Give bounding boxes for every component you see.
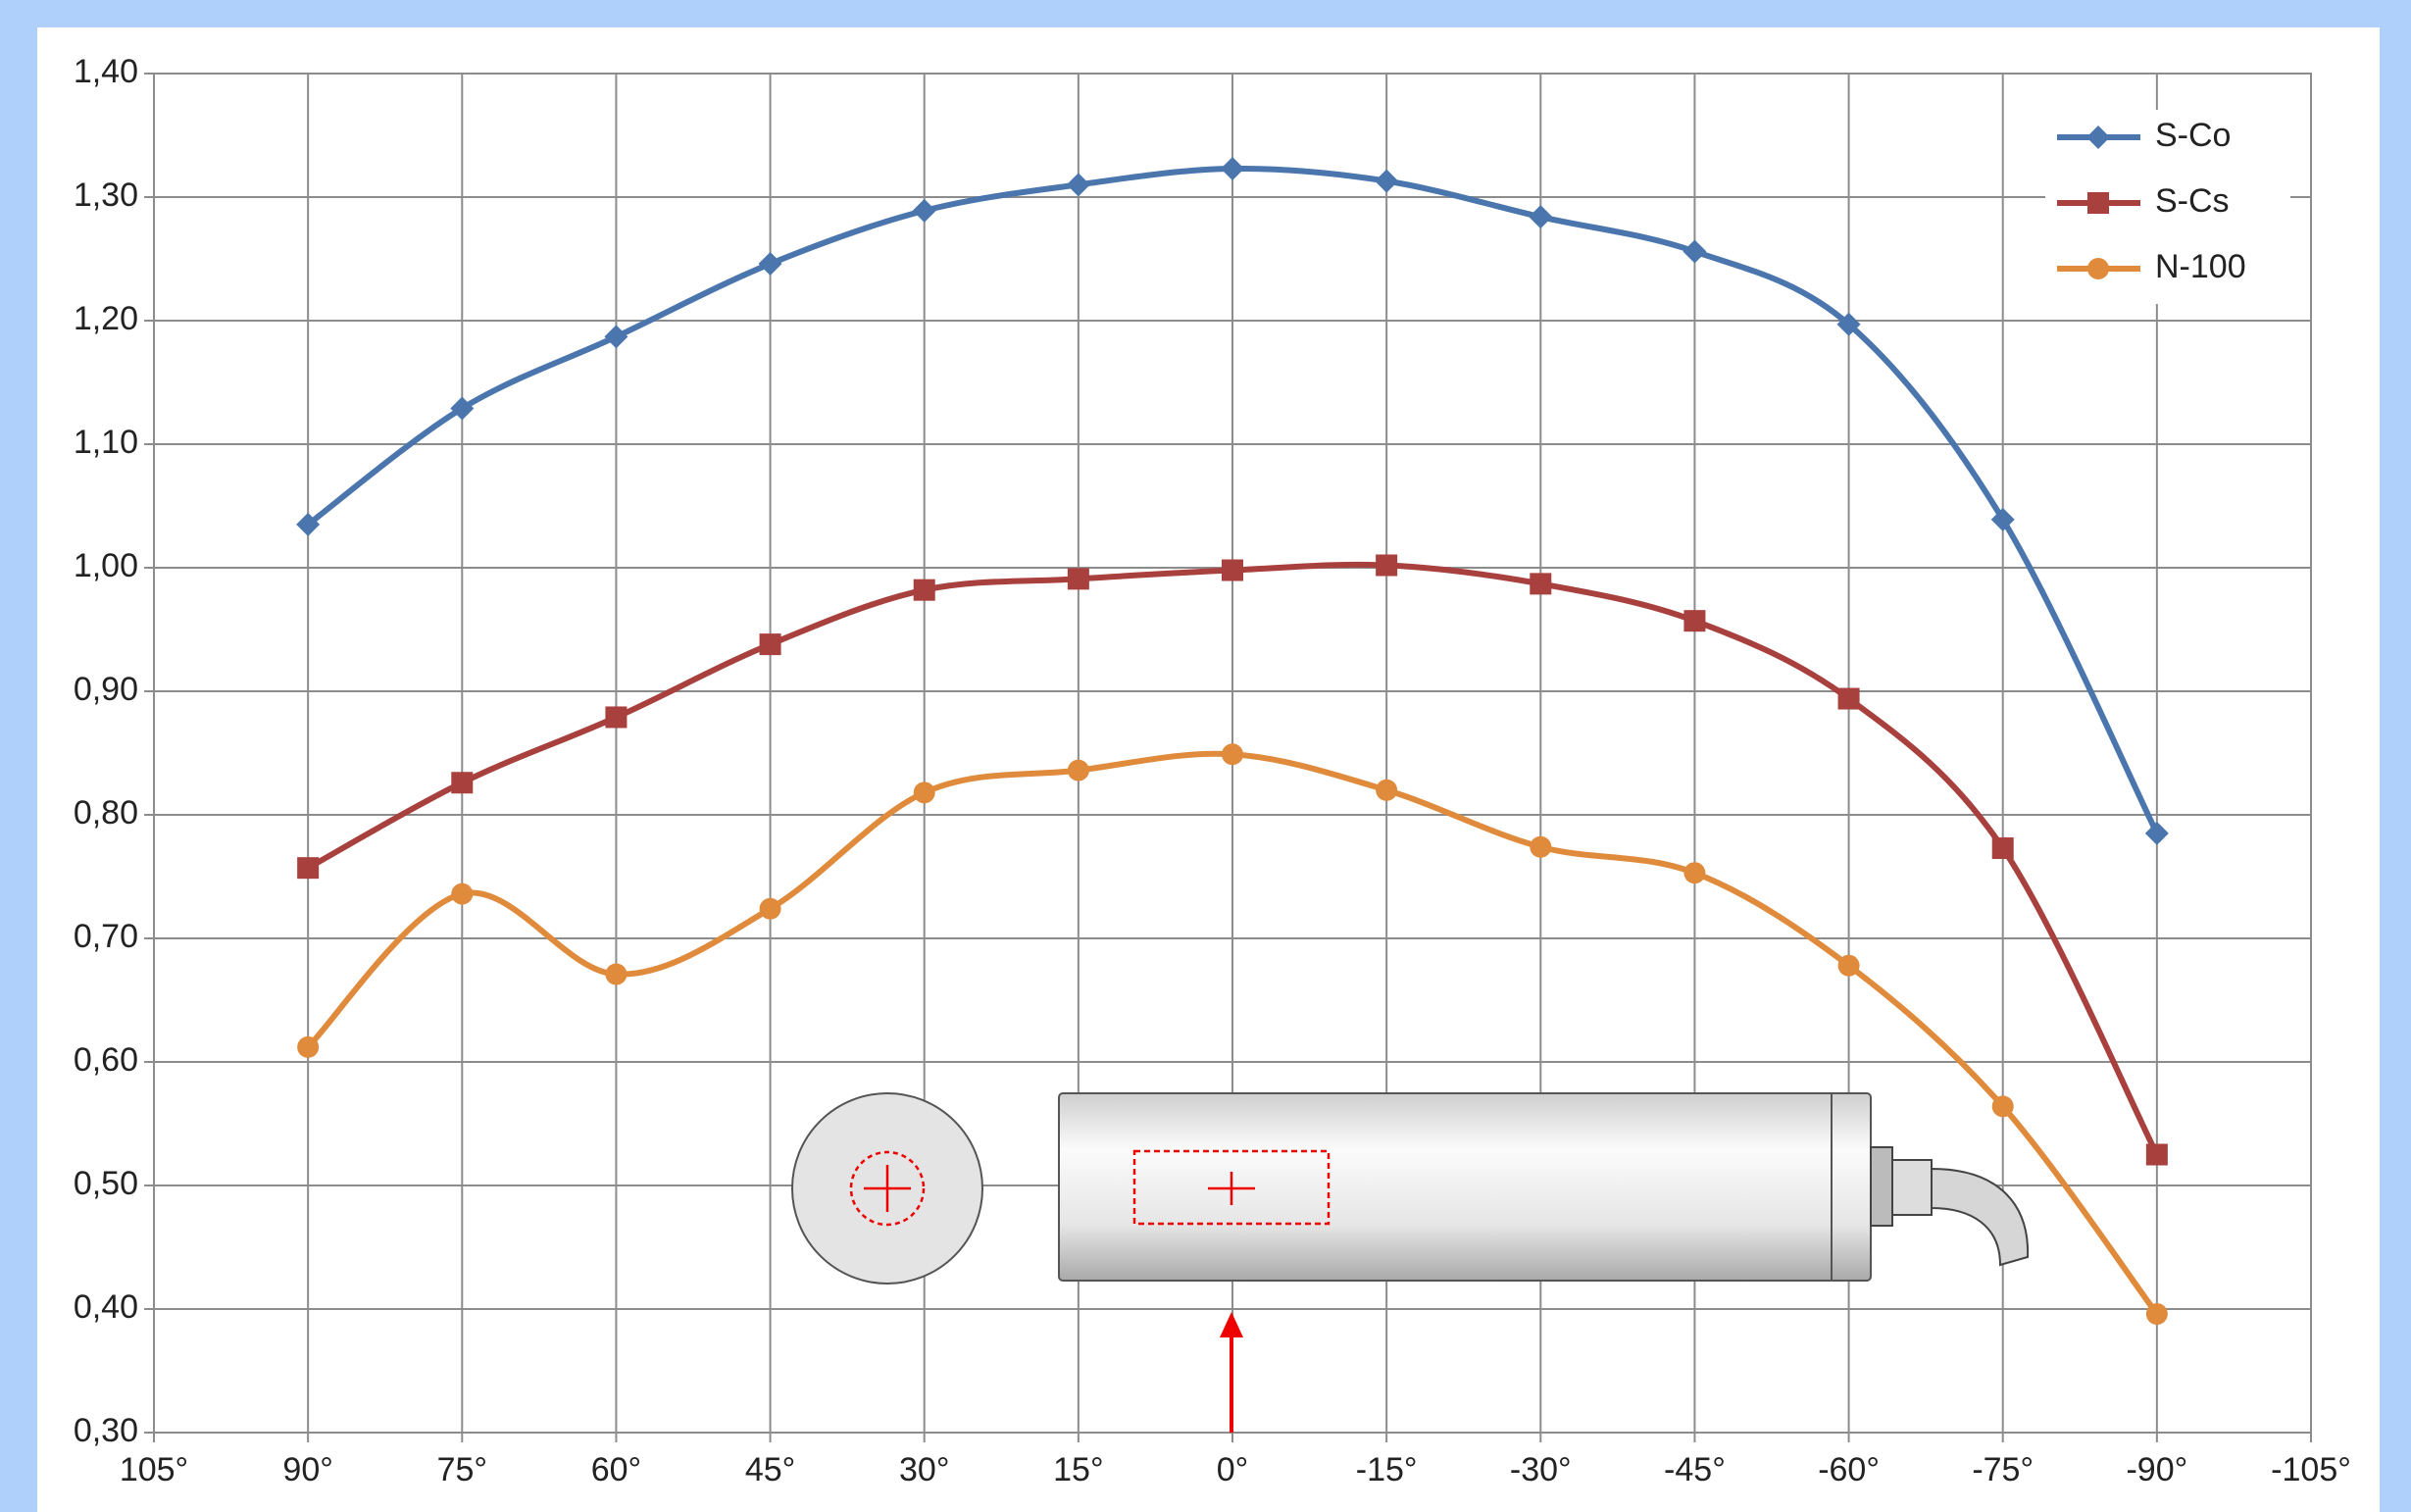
- legend: S-Co S-Cs N-100: [2045, 110, 2290, 304]
- marker: [1222, 560, 1243, 581]
- x-tick-label: 105°: [120, 1451, 188, 1488]
- marker: [451, 772, 473, 793]
- x-tick-label: 75°: [437, 1451, 487, 1488]
- marker: [1683, 610, 1705, 631]
- marker: [297, 857, 319, 879]
- marker: [760, 633, 781, 655]
- legend-label: N-100: [2155, 248, 2246, 285]
- marker: [605, 706, 627, 728]
- connector: [1892, 1160, 1932, 1215]
- chart-panel: [37, 27, 2380, 1512]
- x-tick-label: 90°: [282, 1451, 332, 1488]
- marker: [1068, 760, 1089, 781]
- x-tick-label: -75°: [1972, 1451, 2034, 1488]
- marker: [1068, 568, 1089, 589]
- x-tick-label: 30°: [899, 1451, 949, 1488]
- legend-label: S-Co: [2155, 117, 2231, 154]
- marker: [2146, 1303, 2168, 1325]
- marker: [760, 898, 781, 920]
- x-tick-label: -105°: [2271, 1451, 2351, 1488]
- y-tick-label: 0,90: [74, 671, 138, 708]
- marker: [1530, 836, 1551, 858]
- y-tick-label: 1,00: [74, 547, 138, 584]
- x-tick-label: -15°: [1356, 1451, 1418, 1488]
- connector: [1871, 1147, 1892, 1226]
- marker: [1838, 688, 1860, 710]
- x-tick-label: -60°: [1818, 1451, 1880, 1488]
- y-tick-label: 1,30: [74, 176, 138, 214]
- marker: [605, 964, 627, 985]
- y-tick-label: 1,20: [74, 300, 138, 337]
- x-tick-label: 60°: [591, 1451, 641, 1488]
- y-tick-label: 1,40: [74, 53, 138, 90]
- marker: [1683, 862, 1705, 883]
- marker: [2087, 258, 2109, 279]
- marker: [1992, 1095, 2014, 1117]
- marker: [1838, 955, 1860, 977]
- sensor-body: [1059, 1093, 1871, 1281]
- marker: [914, 781, 935, 803]
- marker: [1992, 837, 2014, 859]
- marker: [1222, 743, 1243, 765]
- y-tick-label: 0,40: [74, 1288, 138, 1326]
- y-tick-label: 0,70: [74, 918, 138, 955]
- marker: [451, 883, 473, 905]
- marker: [1530, 573, 1551, 594]
- chart: 0,30 0,40 0,50 0,60 0,70 0,80 0,90 1,00 1,10 1,20…: [0, 0, 2411, 1512]
- y-tick-label: 0,60: [74, 1041, 138, 1079]
- legend-label: S-Cs: [2155, 182, 2230, 220]
- marker: [2146, 1144, 2168, 1166]
- marker: [1376, 554, 1397, 576]
- x-tick-label: -45°: [1664, 1451, 1726, 1488]
- marker: [1376, 780, 1397, 801]
- x-tick-label: -90°: [2126, 1451, 2187, 1488]
- page: {"chart_data": {"type": "line", "x": [90…: [0, 0, 2411, 1512]
- x-tick-label: 45°: [745, 1451, 795, 1488]
- marker: [914, 580, 935, 601]
- y-tick-label: 1,10: [74, 424, 138, 461]
- y-tick-label: 0,50: [74, 1165, 138, 1202]
- y-tick-label: 0,30: [74, 1412, 138, 1449]
- marker: [297, 1036, 319, 1058]
- x-tick-label: -30°: [1510, 1451, 1572, 1488]
- x-tick-label: 0°: [1217, 1451, 1249, 1488]
- x-tick-label: 15°: [1053, 1451, 1103, 1488]
- marker: [2087, 192, 2109, 214]
- y-tick-label: 0,80: [74, 794, 138, 832]
